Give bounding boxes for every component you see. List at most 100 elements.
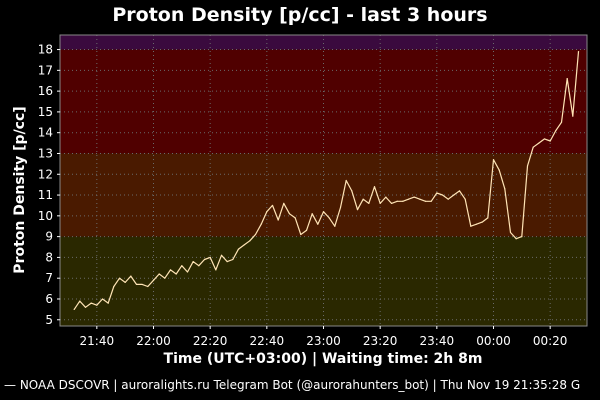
data-point: [526, 165, 529, 167]
data-point: [566, 78, 568, 80]
data-point: [407, 198, 410, 200]
data-point: [492, 159, 495, 161]
data-point: [113, 285, 115, 288]
x-tick-label: 22:00: [136, 334, 171, 348]
y-tick-label: 8: [45, 250, 53, 264]
data-point: [532, 146, 534, 148]
y-tick-label: 13: [38, 146, 53, 160]
x-axis-ticks: 21:40 22:00 22:20 22:40 23:00 23:20 23:40 00:00…: [80, 326, 567, 348]
footer-text: — NOAA DSCOVR | auroralights.ru Telegram…: [4, 378, 580, 392]
y-tick-label: 15: [38, 105, 53, 119]
proton-density-line: [73, 51, 580, 310]
data-point: [345, 179, 347, 182]
data-point: [464, 198, 466, 200]
data-point: [192, 260, 194, 263]
y-axis-ticks: 5 6 7 8 9 10 11 12 13 14 15 16 17 18: [38, 43, 60, 327]
x-tick-label: 22:40: [250, 334, 285, 348]
data-point: [322, 211, 325, 213]
series-group: [73, 51, 580, 310]
data-point: [560, 121, 563, 123]
x-tick-label: 23:20: [363, 334, 398, 348]
y-tick-label: 6: [45, 292, 53, 306]
data-point: [260, 223, 262, 225]
data-point: [311, 213, 313, 215]
data-point: [390, 202, 393, 204]
data-point: [368, 202, 370, 204]
data-point: [504, 188, 506, 190]
data-point: [254, 233, 257, 236]
data-point: [577, 51, 580, 53]
data-point: [147, 285, 149, 288]
data-point: [158, 273, 160, 275]
data-point: [164, 277, 166, 279]
grid-lines: [60, 35, 587, 326]
data-point: [181, 265, 183, 267]
data-point: [101, 298, 104, 300]
data-point: [475, 223, 478, 225]
data-point: [538, 142, 540, 144]
x-tick-label: 23:40: [420, 334, 455, 348]
data-point: [481, 221, 483, 223]
data-point: [141, 283, 143, 286]
chart-title: Proton Density [p/cc] - last 3 hours: [112, 4, 487, 26]
data-point: [300, 233, 302, 236]
data-point: [186, 271, 189, 273]
data-point: [555, 130, 557, 132]
data-point: [447, 198, 449, 200]
x-tick-label: 23:00: [306, 334, 341, 348]
data-point: [543, 138, 546, 140]
data-point: [362, 198, 364, 200]
band-2: [60, 49, 587, 154]
data-point: [498, 169, 500, 171]
data-point: [385, 196, 387, 198]
data-point: [413, 196, 415, 198]
y-axis-label: Proton Density [p/cc]: [12, 106, 28, 273]
data-point: [317, 223, 319, 225]
data-point: [215, 269, 217, 271]
data-point: [549, 140, 551, 142]
data-point: [266, 211, 268, 213]
x-tick-label: 21:40: [80, 334, 115, 348]
data-point: [209, 256, 211, 259]
y-tick-label: 14: [38, 126, 53, 140]
y-tick-label: 9: [45, 230, 53, 244]
data-point: [237, 248, 240, 250]
y-tick-label: 7: [45, 271, 53, 285]
y-tick-label: 11: [38, 188, 53, 202]
data-point: [288, 213, 291, 215]
x-tick-label: 22:20: [193, 334, 228, 348]
data-point: [436, 192, 438, 194]
data-point: [271, 204, 274, 207]
data-point: [453, 194, 455, 196]
data-point: [458, 190, 461, 192]
data-point: [232, 258, 234, 261]
data-point: [509, 231, 512, 234]
data-point: [402, 200, 404, 202]
data-point: [152, 279, 155, 281]
data-point: [243, 244, 245, 246]
data-point: [107, 302, 109, 304]
data-point: [339, 206, 342, 209]
data-point: [124, 281, 126, 283]
data-point: [294, 217, 296, 219]
data-point: [356, 209, 359, 211]
data-point: [424, 200, 427, 202]
data-point: [226, 260, 228, 263]
x-axis-label: Time (UTC+03:00) | Waiting time: 2h 8m: [164, 351, 483, 367]
data-point: [441, 194, 444, 196]
y-tick-label: 10: [38, 209, 53, 223]
band-0: [60, 236, 587, 326]
data-point: [203, 258, 206, 261]
data-point: [90, 302, 92, 304]
data-point: [84, 306, 87, 308]
data-point: [283, 202, 285, 204]
data-point: [351, 190, 353, 192]
band-3: [60, 35, 587, 50]
density-bands: [60, 35, 587, 326]
y-tick-label: 17: [38, 63, 53, 77]
data-point: [572, 115, 574, 117]
data-point: [419, 198, 421, 200]
data-point: [169, 269, 172, 271]
data-point: [305, 229, 308, 231]
